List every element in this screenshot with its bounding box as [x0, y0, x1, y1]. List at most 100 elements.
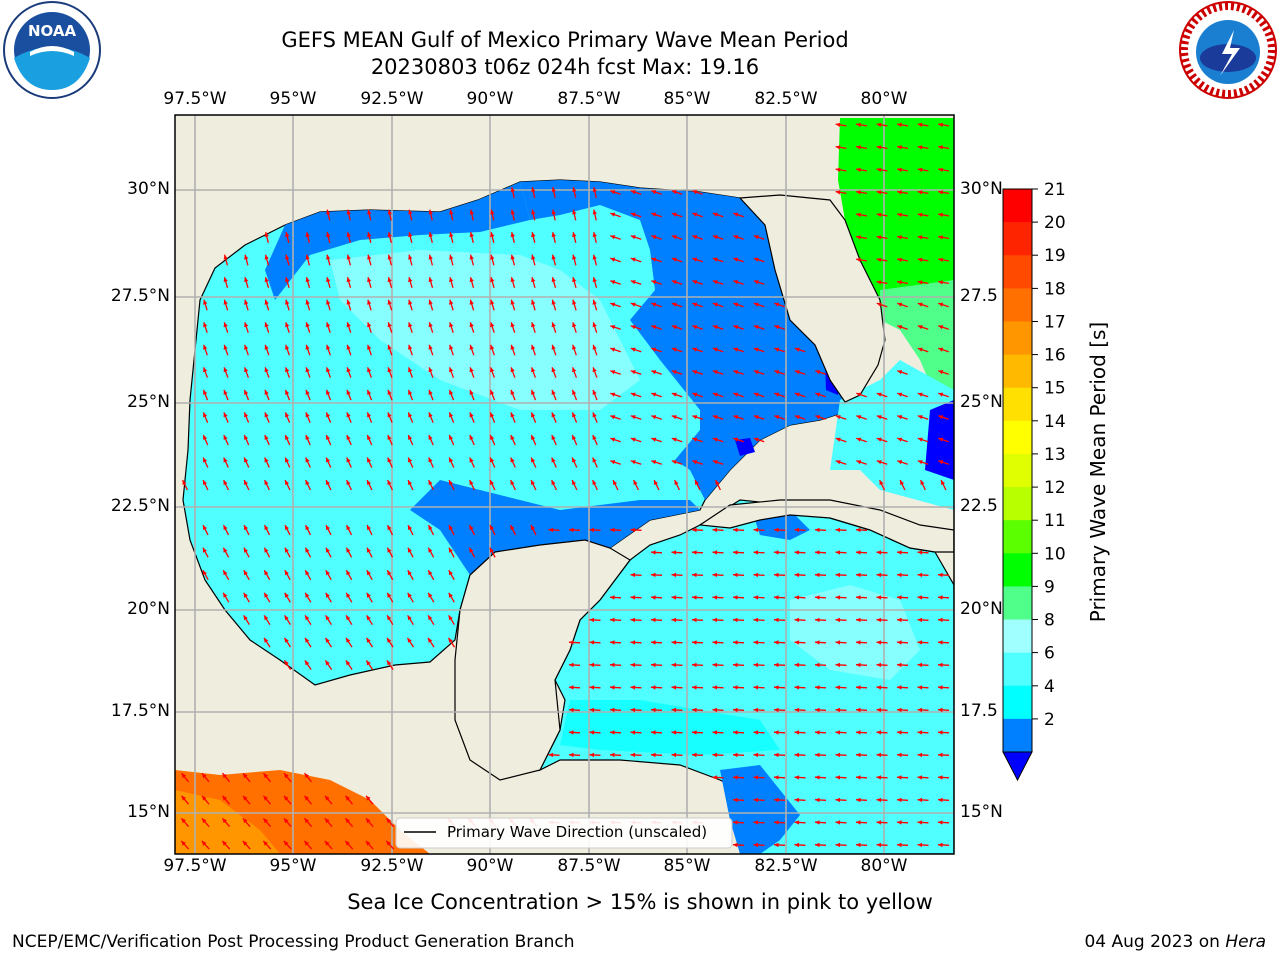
wave-arrow [896, 707, 909, 713]
wave-arrow [712, 235, 724, 240]
wave-arrow [897, 437, 908, 443]
wave-arrow [510, 389, 516, 401]
wave-arrow [671, 392, 683, 398]
wave-arrow [243, 614, 250, 626]
wave-arrow [896, 797, 909, 803]
wave-arrow [794, 707, 806, 713]
wave-arrow [386, 614, 394, 626]
colorbar-tick-label: 19 [1044, 246, 1066, 266]
wave-arrow [896, 235, 909, 240]
campeche-bank-blue [410, 480, 700, 575]
wave-arrow [203, 299, 208, 311]
wave-arrow [692, 280, 703, 285]
wave-arrow [387, 457, 393, 468]
wave-arrow [794, 370, 806, 375]
wave-arrow [551, 186, 556, 199]
wave-arrow [650, 640, 663, 645]
wave-arrow [753, 527, 765, 533]
wave-arrow [712, 595, 724, 600]
wave-arrow [201, 817, 210, 828]
longitude-tick-label: 80°W [860, 856, 908, 876]
wave-arrow [366, 592, 373, 603]
wave-arrow [692, 257, 703, 263]
wave-arrow [571, 412, 578, 423]
wave-arrow [917, 550, 929, 555]
wave-arrow [855, 145, 868, 150]
colorbar-frame [1002, 188, 1033, 753]
wave-arrow [732, 550, 745, 555]
wave-arrow [489, 547, 496, 558]
wave-arrow [674, 479, 680, 491]
wave-arrow [489, 367, 496, 378]
latitude-tick-label: 22.5 [960, 496, 998, 516]
wave-arrow [609, 527, 622, 533]
wave-arrow [917, 842, 929, 848]
wave-arrow [773, 527, 786, 533]
colorbar-tick-label: 4 [1044, 677, 1055, 697]
wave-arrow [490, 254, 495, 266]
wave-arrow [753, 662, 765, 668]
wave-arrow [712, 617, 724, 623]
wave-arrow [366, 524, 373, 536]
wave-arrow [835, 527, 847, 533]
wave-arrow [510, 186, 515, 199]
wave-arrow [610, 190, 621, 195]
wave-arrow [691, 550, 704, 555]
wave-arrow [753, 325, 765, 330]
wave-arrow [365, 795, 374, 805]
wave-arrow [671, 280, 683, 285]
wave-arrow [449, 209, 454, 221]
wave-arrow [367, 232, 372, 243]
wave-arrow [427, 614, 435, 626]
wave-arrow [283, 795, 292, 805]
wave-arrow [325, 412, 332, 423]
wave-arrow [243, 389, 250, 401]
wave-arrow [305, 367, 311, 378]
wave-arrow [448, 547, 455, 558]
wave-arrow [202, 569, 209, 581]
wave-arrow [428, 344, 434, 356]
wave-arrow [815, 392, 826, 398]
colorbar-tick-label: 13 [1044, 445, 1066, 465]
wave-arrow [814, 550, 827, 555]
colorbar-under-arrow [1002, 751, 1033, 782]
wave-arrow [937, 662, 950, 668]
wave-arrow [733, 302, 744, 308]
wave-arrow [305, 457, 311, 468]
wave-arrow [896, 685, 909, 690]
wave-arrow [835, 460, 847, 465]
yucatan-land [454, 539, 631, 781]
wave-arrow [386, 569, 394, 581]
wave-arrow [283, 840, 292, 850]
wave-arrow [712, 730, 724, 735]
wave-arrow [937, 797, 950, 803]
wave-arrow [490, 277, 495, 288]
wave-arrow [469, 254, 475, 266]
wave-arrow [365, 637, 374, 648]
wave-arrow [651, 257, 662, 263]
wave-arrow [428, 277, 434, 288]
wave-arrow [753, 640, 765, 645]
wave-arrow [715, 479, 721, 491]
wave-arrow [855, 662, 868, 668]
wave-arrow [855, 820, 868, 825]
wave-arrow [651, 235, 662, 240]
wave-arrow [630, 325, 642, 330]
wave-arrow [835, 145, 847, 150]
wave-arrow [917, 167, 929, 172]
atlantic-green [838, 118, 954, 300]
wave-arrow [407, 389, 414, 401]
wave-arrow [326, 277, 331, 288]
sea-ice-caption: Sea Ice Concentration > 15% is shown in … [347, 890, 933, 914]
wave-arrow [264, 389, 270, 401]
wave-arrow [428, 209, 433, 221]
wave-arrow [630, 640, 642, 645]
wave-arrow [712, 640, 724, 645]
wave-arrow [345, 614, 353, 626]
wave-arrow [609, 685, 622, 690]
wave-arrow [305, 479, 311, 491]
wave-arrow [876, 415, 888, 420]
wave-arrow [283, 817, 292, 828]
wave-arrow [896, 730, 909, 735]
wave-arrow [386, 524, 394, 536]
